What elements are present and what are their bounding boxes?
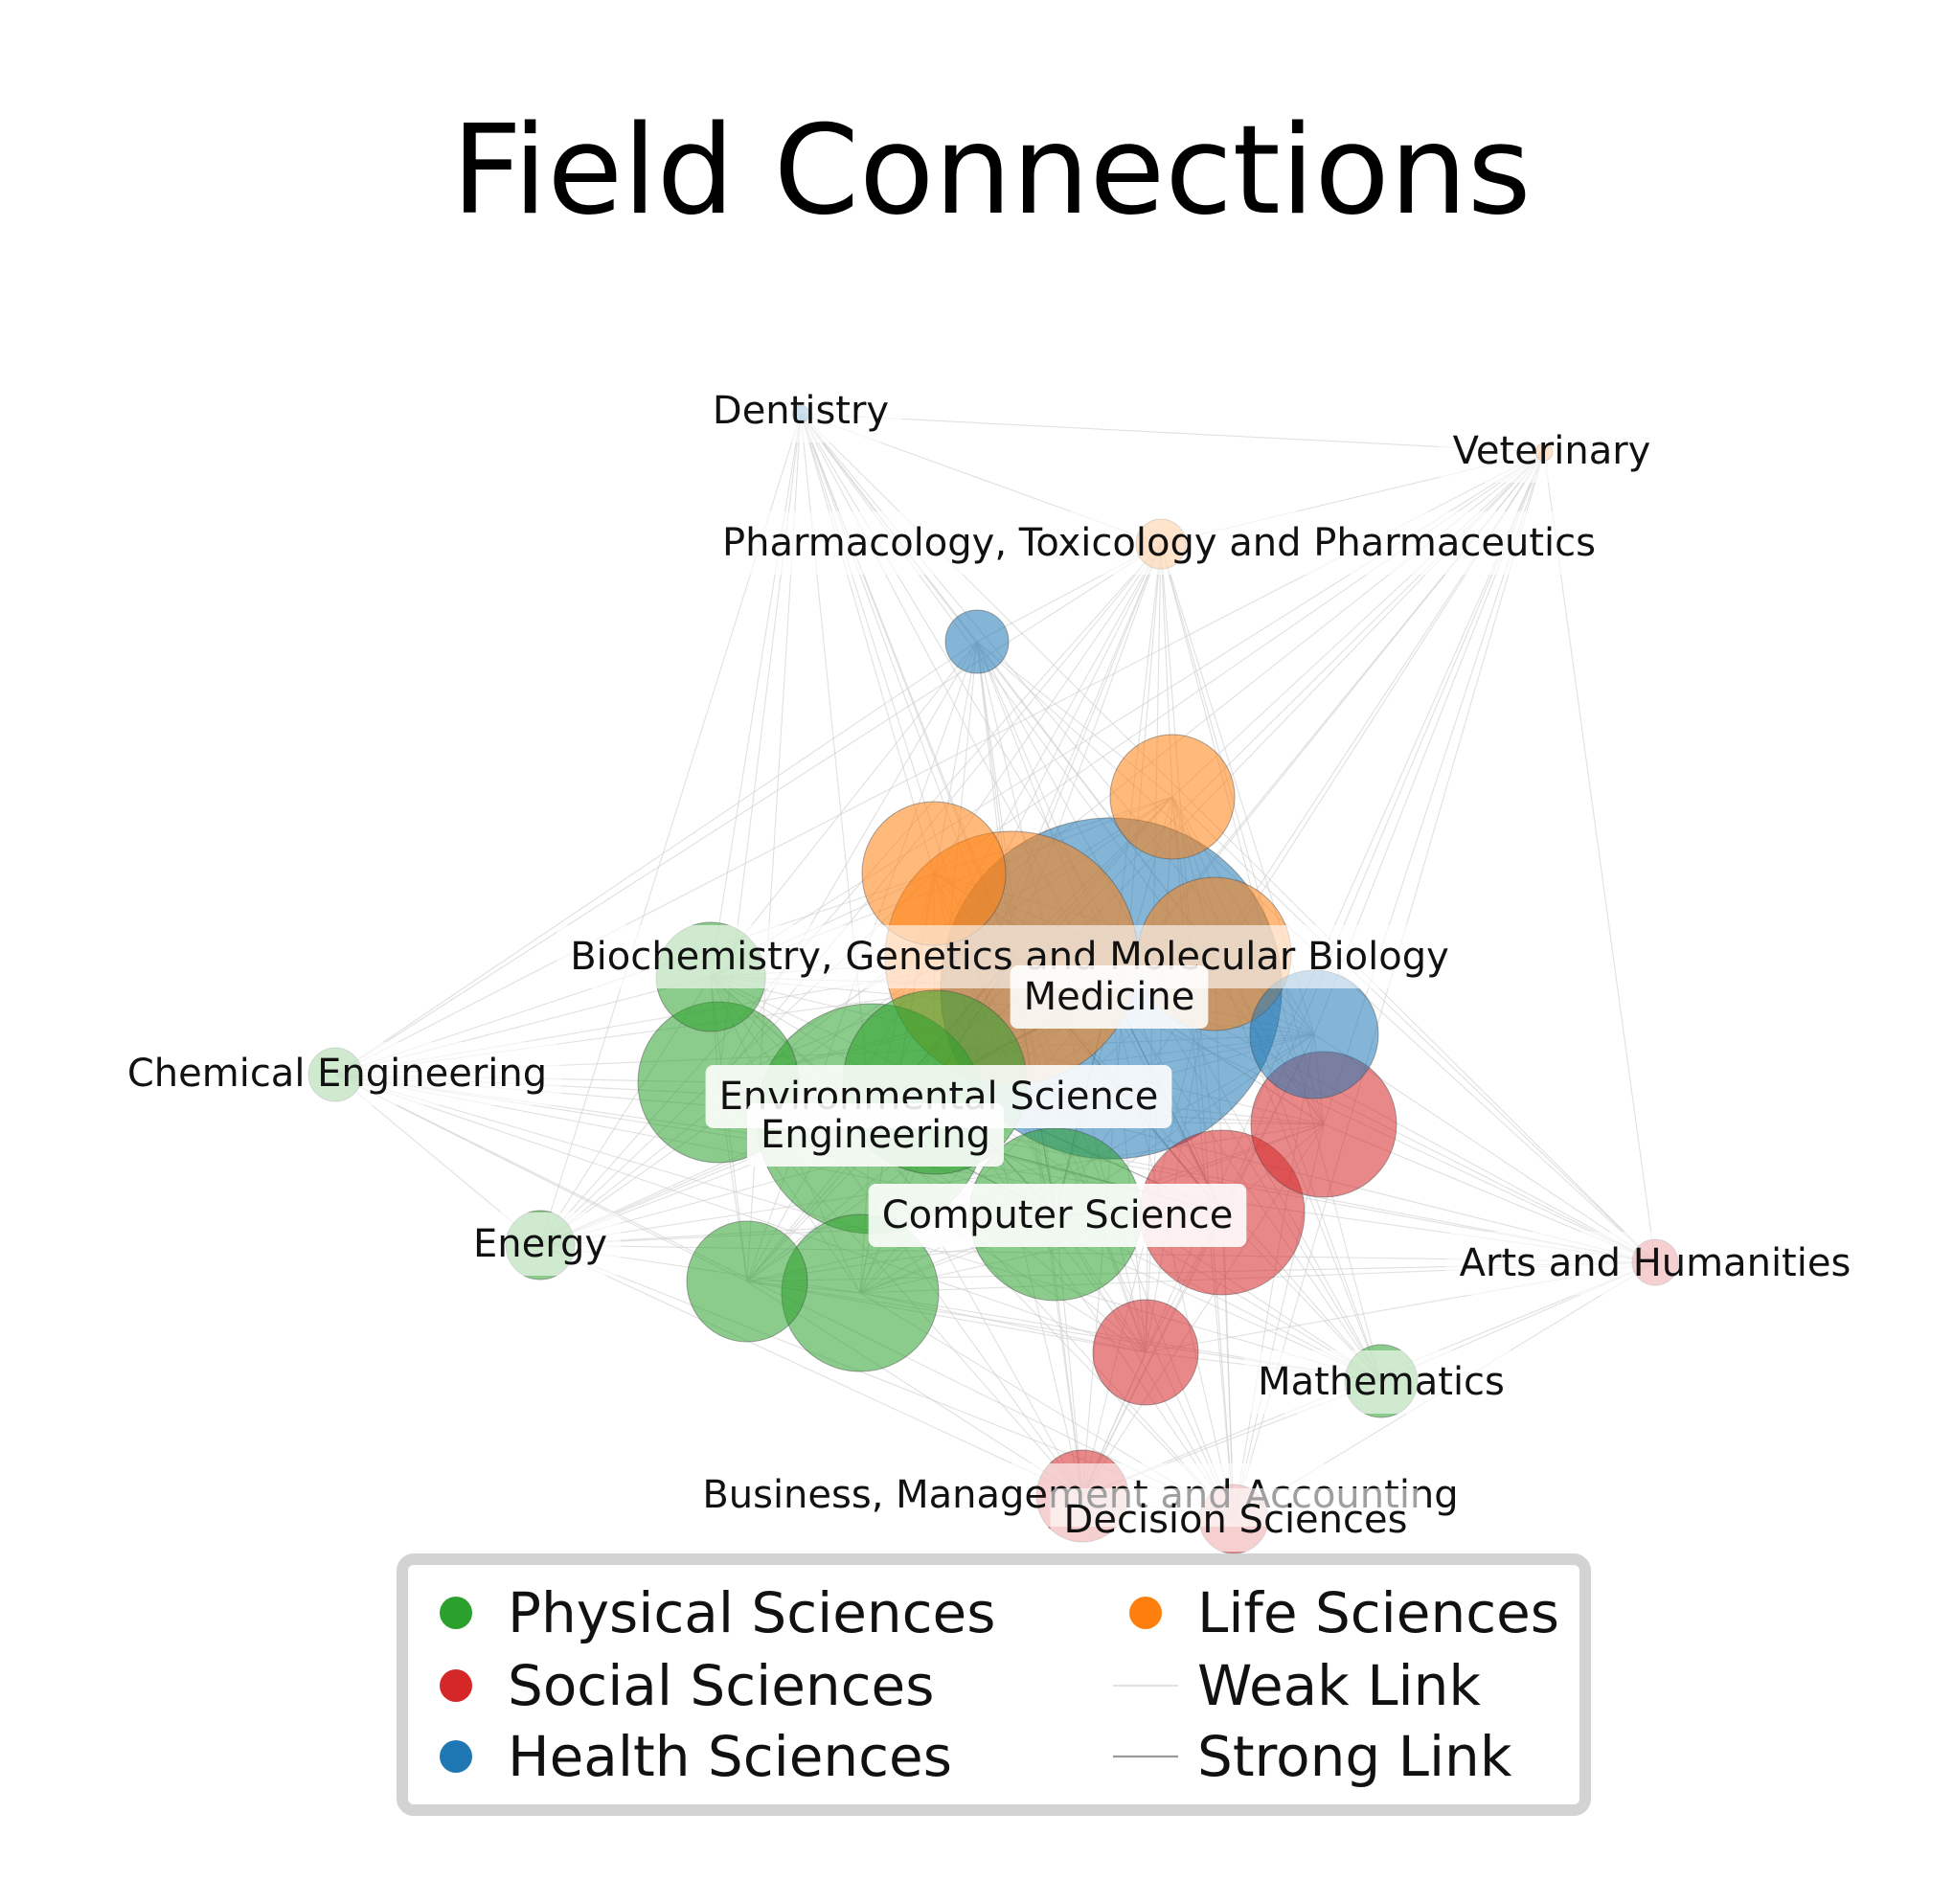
node-label-background (1050, 1488, 1421, 1552)
weak-link (334, 641, 978, 1076)
node-label-background (1010, 965, 1209, 1029)
node-label-energy: Energy (473, 1222, 607, 1266)
weak-link (710, 413, 802, 978)
node-label-background (557, 925, 1463, 988)
node-label-medicine: Medicine (1024, 975, 1195, 1019)
label-layer: Dentistry Veterinary Pharmacology, Toxicol… (113, 379, 1865, 1552)
legend-label: Health Sciences (508, 1724, 952, 1789)
legend-label: Weak Link (1197, 1653, 1481, 1718)
node-label-background (698, 379, 903, 442)
weak-link (334, 1074, 1147, 1353)
legend-marker-social (440, 1669, 472, 1702)
node-label-dentistry: Dentistry (713, 389, 889, 433)
node-phys-low-left[interactable] (686, 1220, 808, 1343)
weak-link (539, 543, 1162, 1246)
node-label-background (709, 511, 1609, 575)
node-label-mathematics: Mathematics (1258, 1360, 1505, 1404)
legend-label: Social Sciences (508, 1653, 934, 1718)
node-label-computer-science: Computer Science (882, 1193, 1234, 1237)
weak-link (539, 1244, 1083, 1497)
node-nursing[interactable] (944, 609, 1010, 674)
node-health-right[interactable] (1249, 969, 1379, 1099)
node-label-engineering: Engineering (761, 1113, 990, 1157)
node-life-small[interactable] (1109, 734, 1236, 860)
legend-frame (397, 1553, 1591, 1816)
weak-link (1171, 451, 1545, 798)
node-label-background (1439, 419, 1665, 483)
node-label-background (1445, 1232, 1865, 1295)
node-label-background (747, 1103, 1004, 1167)
legend-marker-life (1129, 1597, 1162, 1629)
legend-label: Strong Link (1197, 1724, 1512, 1789)
node-social-small[interactable] (1092, 1299, 1199, 1406)
node-label-background (868, 1184, 1247, 1247)
weak-link (710, 641, 978, 978)
weak-link (1171, 796, 1656, 1263)
node-label-chemical-engineering: Chemical Engineering (127, 1052, 547, 1096)
node-label-decision: Decision Sciences (1064, 1498, 1408, 1542)
node-label-background (459, 1213, 622, 1276)
node-label-background (113, 1042, 561, 1105)
legend-marker-health (440, 1740, 472, 1773)
weak-link (717, 641, 978, 1083)
node-label-pharmacology: Pharmacology, Toxicology and Pharmaceuti… (722, 521, 1596, 565)
chart-title: Field Connections (451, 100, 1531, 242)
weak-link (800, 413, 935, 874)
weak-link (800, 413, 1545, 453)
legend-marker-physical (440, 1597, 472, 1629)
weak-link (1543, 451, 1656, 1263)
weak-link (334, 543, 1162, 1076)
node-label-arts: Arts and Humanities (1460, 1241, 1852, 1285)
legend-label: Life Sciences (1197, 1580, 1559, 1645)
node-label-veterinary: Veterinary (1453, 429, 1651, 473)
node-label-biochemistry: Biochemistry, Genetics and Molecular Bio… (570, 935, 1449, 979)
node-life-mid[interactable] (861, 801, 1007, 946)
node-label-background (1244, 1350, 1518, 1414)
legend-label: Physical Sciences (508, 1580, 995, 1645)
